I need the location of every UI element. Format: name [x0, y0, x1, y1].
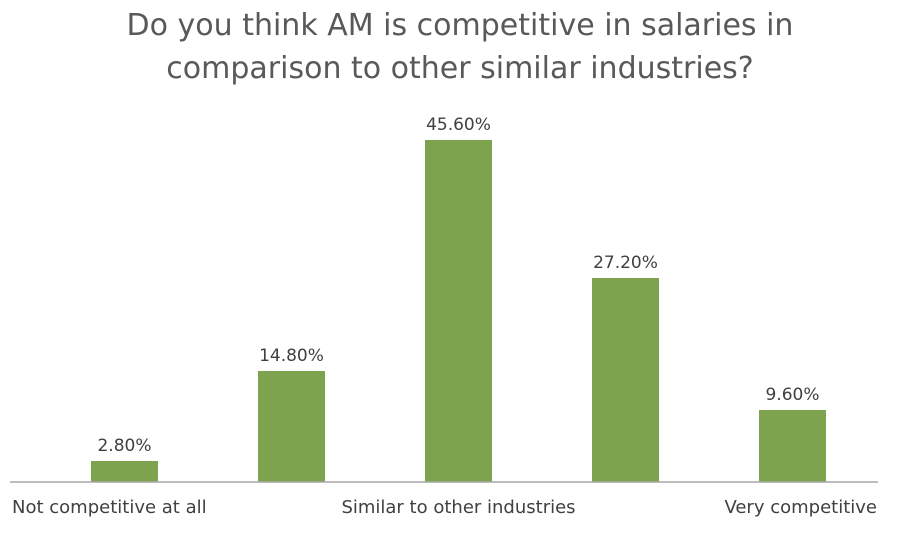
- bar-2: [425, 140, 492, 482]
- bar-0: [91, 461, 158, 482]
- data-label-3: 27.20%: [593, 253, 658, 273]
- x-tick-label-2: Similar to other industries: [341, 497, 575, 518]
- bar-1: [258, 371, 325, 482]
- chart-title-line-2: comparison to other similar industries?: [166, 51, 754, 86]
- chart-title-line-1: Do you think AM is competitive in salari…: [126, 8, 794, 43]
- data-label-0: 2.80%: [97, 436, 151, 456]
- data-label-1: 14.80%: [259, 346, 324, 366]
- bar-3: [592, 278, 659, 482]
- data-labels-group: 2.80% 14.80% 45.60% 27.20% 9.60%: [97, 115, 819, 456]
- x-tick-label-4: Very competitive: [724, 497, 877, 518]
- data-label-4: 9.60%: [765, 385, 819, 405]
- chart-title: Do you think AM is competitive in salari…: [0, 4, 920, 90]
- bar-4: [759, 410, 826, 482]
- x-axis-labels-group: Not competitive at all Similar to other i…: [12, 497, 877, 518]
- data-label-2: 45.60%: [426, 115, 491, 135]
- bars-group: [91, 140, 826, 482]
- x-tick-label-0: Not competitive at all: [12, 497, 207, 518]
